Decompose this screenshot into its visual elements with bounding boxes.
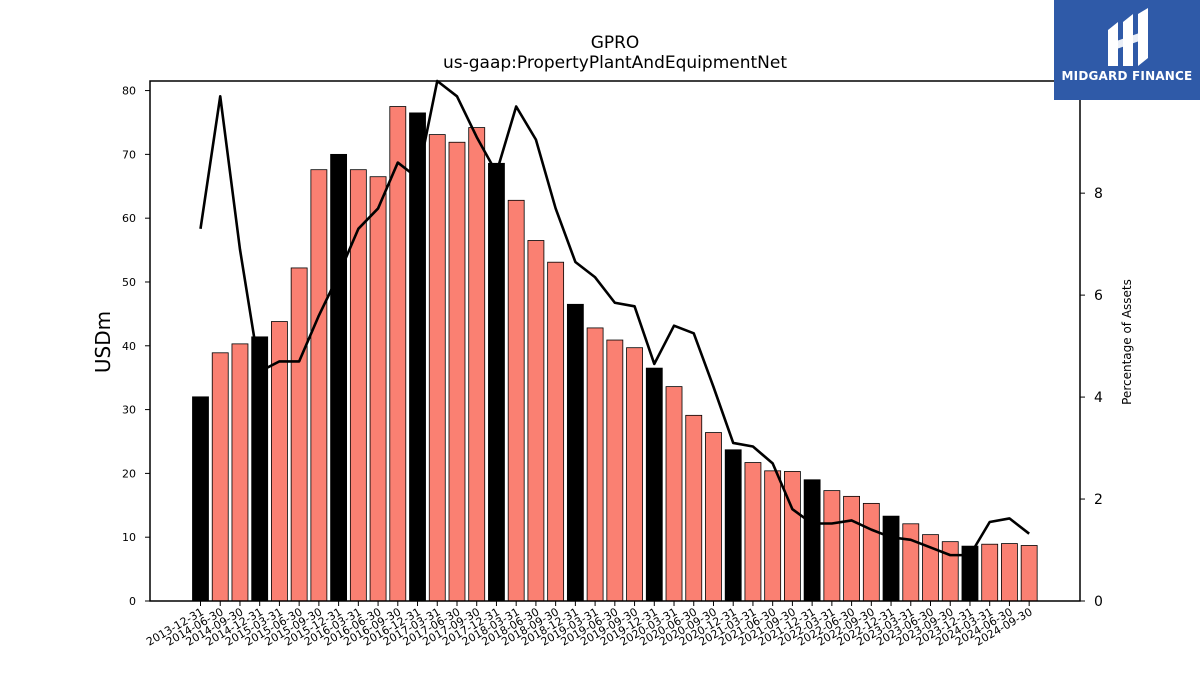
bar-2015-12-31 [330, 153, 348, 602]
bar-2017-06-30 [448, 141, 466, 602]
brand-name: MIDGARD FINANCE [1061, 69, 1193, 83]
bar-2021-03-31 [744, 462, 762, 602]
bar-2019-09-30 [626, 347, 643, 602]
bar-2020-12-31 [724, 449, 742, 602]
bar-2021-09-30 [784, 471, 801, 602]
bar-2020-09-30 [705, 432, 722, 602]
chart-title: GPRO [591, 33, 640, 53]
y-tick-label: 30 [122, 404, 136, 417]
brand-logo: MIDGARD FINANCE [1054, 0, 1200, 100]
bar-2016-12-31 [409, 112, 426, 602]
y2-tick-label: 6 [1094, 288, 1103, 304]
bar-2021-12-31 [803, 479, 821, 602]
bar-2019-06-30 [606, 339, 624, 602]
bar-2024-06-30 [1001, 543, 1018, 602]
y-tick-label: 50 [122, 276, 136, 289]
y2-tick-label: 4 [1094, 390, 1103, 406]
y2-tick-label: 8 [1094, 186, 1103, 202]
bar-2024-09-30 [1020, 545, 1038, 602]
y2-tick-label: 0 [1094, 594, 1103, 610]
bar-2020-06-30 [685, 414, 703, 602]
bar-2019-12-31 [645, 367, 663, 602]
bar-2023-03-31 [902, 523, 920, 602]
bar-2022-03-31 [823, 490, 841, 602]
bar-2020-03-31 [665, 386, 683, 602]
line-series [199, 79, 1030, 557]
midgard-logo-icon [1108, 8, 1148, 66]
chart-subtitle: us-gaap:PropertyPlantAndEquipmentNet [443, 53, 787, 73]
bar-2014-12-31 [251, 336, 269, 602]
bar-2019-03-31 [586, 327, 604, 602]
y-tick-label: 40 [122, 340, 136, 353]
bar-2018-03-31 [507, 199, 525, 602]
bar-2023-09-30 [941, 541, 959, 602]
bar-2024-03-31 [981, 543, 999, 602]
y-tick-label: 80 [122, 85, 136, 98]
bar-2014-09-30 [231, 343, 249, 602]
bar-2014-06-30 [211, 352, 229, 602]
bar-2018-09-30 [547, 261, 565, 602]
bar-2016-03-31 [349, 169, 367, 602]
bar-2022-09-30 [862, 502, 880, 602]
bar-2015-09-30 [310, 169, 328, 602]
bar-2017-12-31 [488, 162, 505, 602]
y-tick-label: 0 [129, 595, 136, 608]
bar-2022-12-31 [882, 515, 900, 602]
bar-2016-09-30 [389, 106, 407, 602]
y2-tick-label: 2 [1094, 492, 1103, 508]
bar-series [192, 106, 1038, 602]
y-tick-label: 20 [122, 467, 136, 480]
bar-2013-12-31 [192, 396, 209, 602]
y-tick-label: 70 [122, 148, 136, 161]
bar-2017-03-31 [428, 134, 446, 602]
bar-2017-09-30 [468, 127, 486, 602]
bar-2022-06-30 [843, 495, 860, 602]
bar-2018-06-30 [527, 240, 545, 602]
y-tick-label: 60 [122, 212, 136, 225]
bar-2015-06-30 [290, 267, 308, 602]
y-axis-label: USDm [91, 311, 115, 373]
percentage-line [199, 79, 1030, 557]
bar-2016-06-30 [369, 176, 387, 602]
y-tick-label: 10 [122, 531, 136, 544]
ticks: 0102030405060708002468102013-12-312014-0… [122, 84, 1112, 648]
y2-axis-label: Percentage of Assets [1120, 279, 1134, 405]
bar-2021-06-30 [764, 470, 782, 602]
bar-2018-12-31 [566, 303, 584, 602]
